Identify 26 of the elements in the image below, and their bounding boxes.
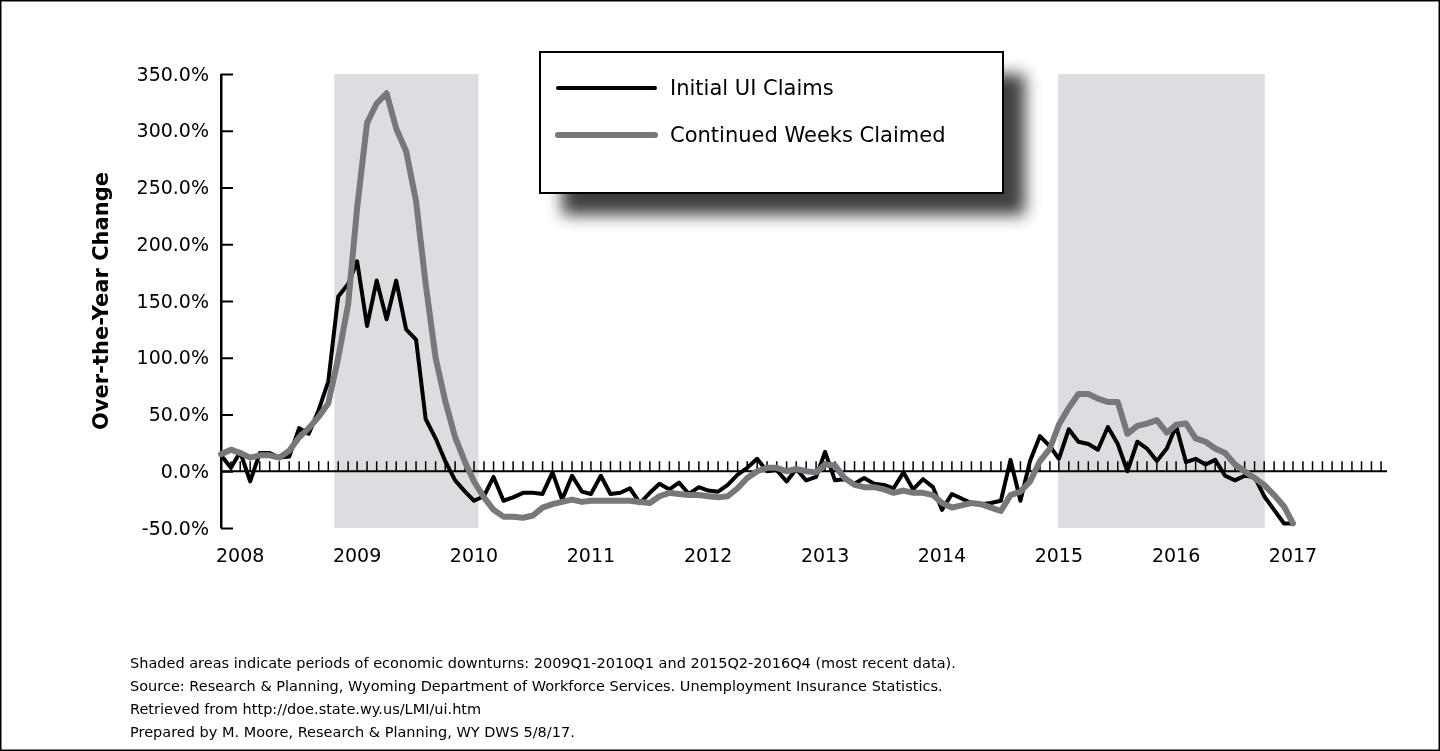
y-axis-title: Over-the-Year Change	[89, 172, 113, 430]
source-note: Source: Research & Planning, Wyoming Department of Workforce Services. Unemployment Insurance Statistics.	[130, 678, 943, 694]
x-tick-label: 2009	[332, 543, 382, 566]
x-tick-label: 2008	[216, 543, 265, 566]
y-tick-label: 0.0%	[160, 459, 209, 482]
x-tick-label: 2017	[1268, 543, 1318, 566]
text: Prepared by M. Moore, Research & Planning, WY DWS 5/8/17.	[130, 724, 575, 740]
x-tick-label: 2010	[449, 543, 499, 566]
y-tick-label: 100.0%	[136, 346, 209, 369]
y-tick-label: 200.0%	[136, 232, 209, 255]
text: Shaded areas indicate periods of economic downturns: 2009Q1-2010Q1 and 2015Q2-2016Q4 (most recent data).	[130, 655, 956, 671]
y-tick-label: 350.0%	[136, 62, 209, 85]
x-tick-label: 2012	[683, 543, 733, 566]
y-tick-label: 150.0%	[136, 289, 209, 312]
x-tick-label: 2011	[566, 543, 616, 566]
x-tick-label: 2013	[800, 543, 850, 566]
x-tick-label: 2015	[1034, 543, 1084, 566]
legend-label: Continued Weeks Claimed	[670, 123, 946, 148]
y-tick-label: 50.0%	[148, 403, 209, 426]
y-tick-label: 300.0%	[136, 119, 209, 142]
text: Retrieved from http://doe.state.wy.us/LMI/ui.htm	[130, 701, 482, 717]
y-tick-label: -50.0%	[141, 516, 209, 539]
x-tick-label: 2016	[1151, 543, 1201, 566]
x-tick-label: 2014	[917, 543, 967, 566]
y-tick-label: 250.0%	[136, 176, 209, 199]
legend-label: Initial UI Claims	[670, 76, 834, 101]
